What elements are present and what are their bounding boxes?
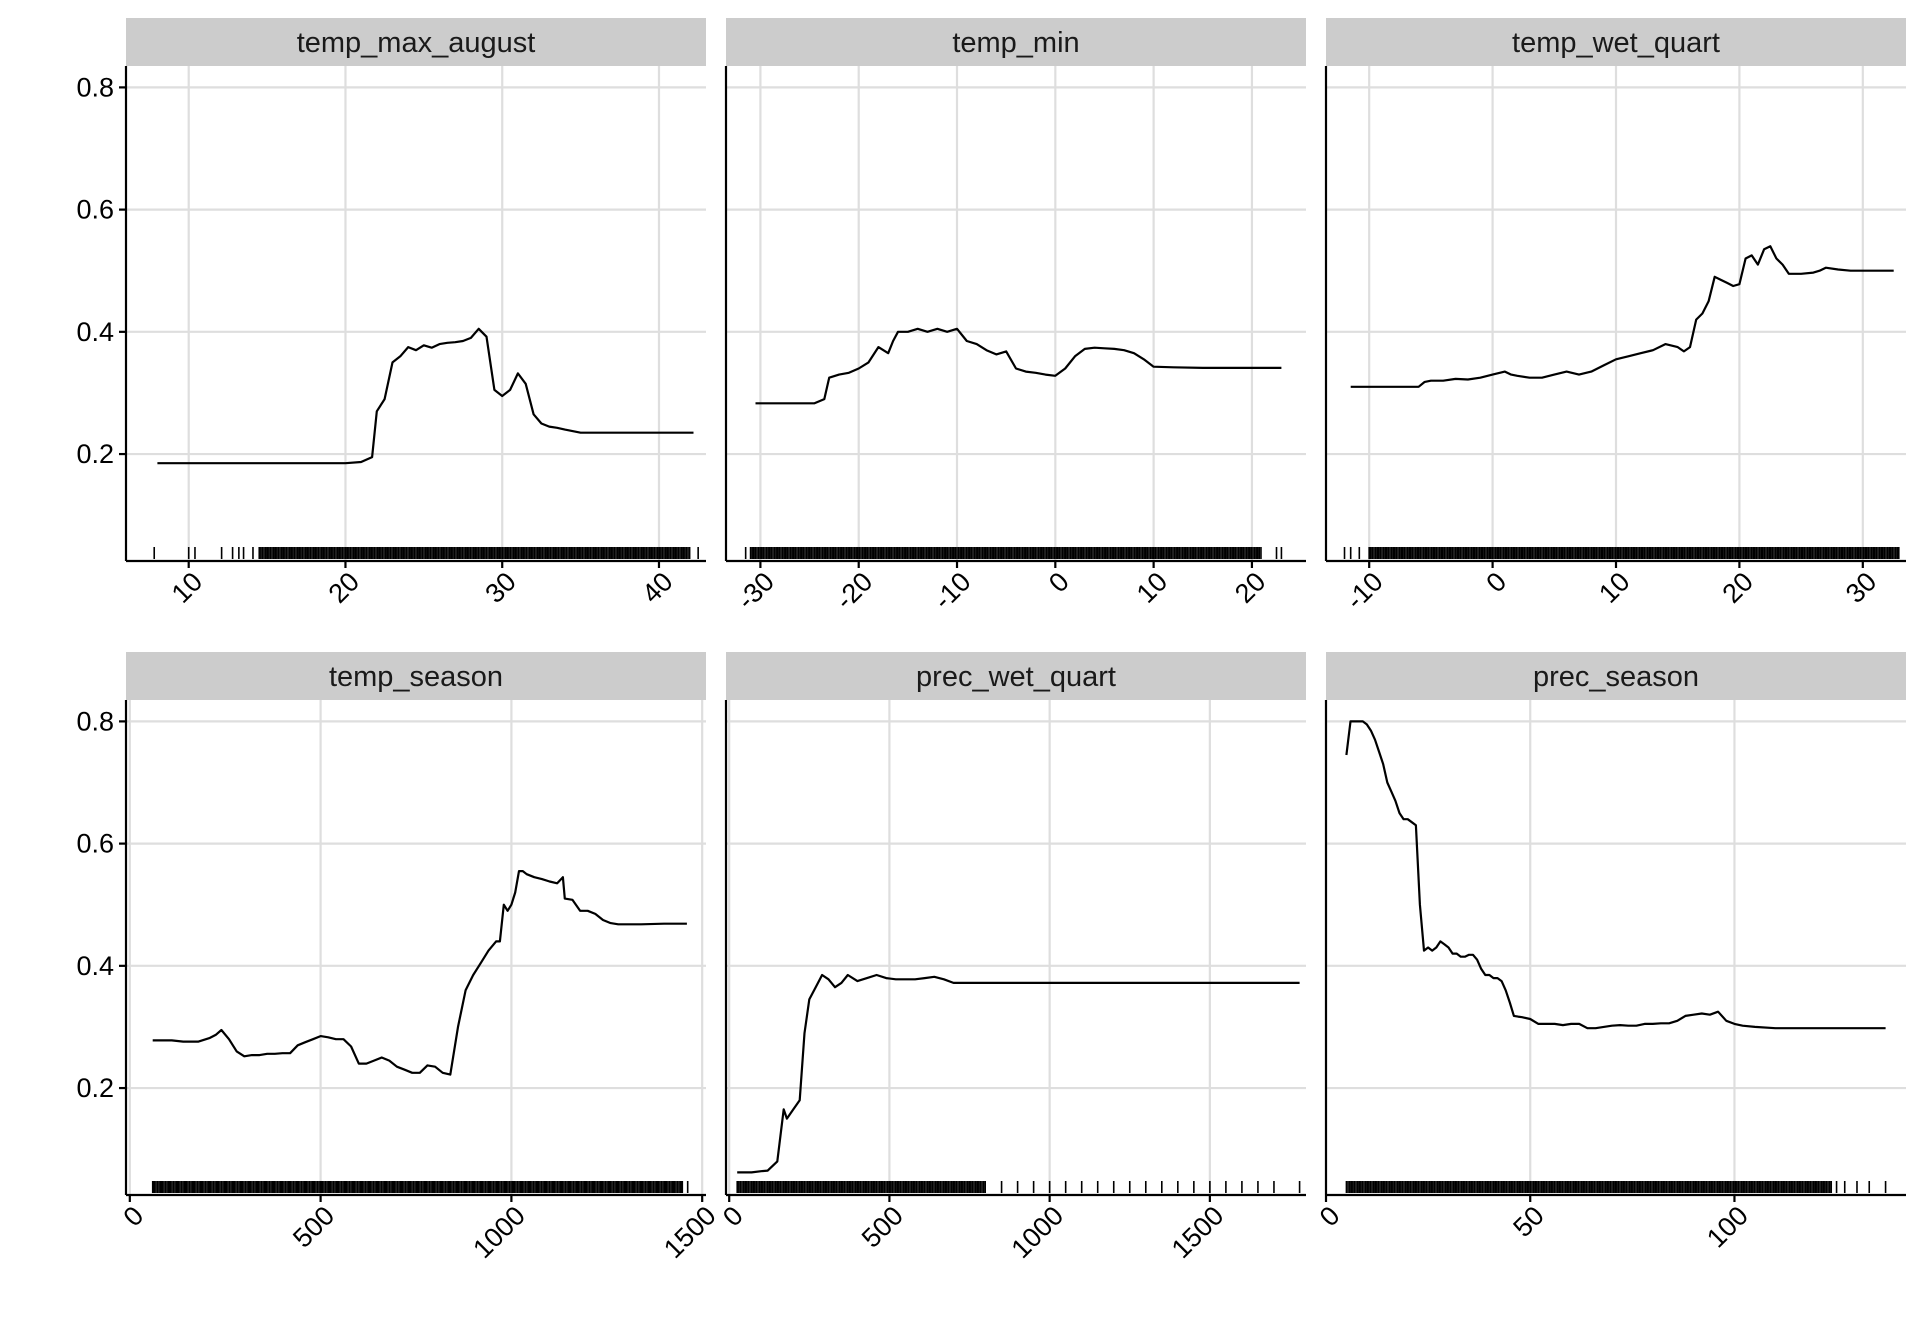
y-tick-label: 0.6 (76, 829, 114, 859)
x-tick-label: 0 (1314, 1200, 1346, 1232)
x-tick-label: 100 (1701, 1200, 1754, 1253)
partial-dependence-line (1345, 720, 1886, 1030)
x-tick-label: 40 (636, 566, 678, 608)
x-tick-label: -10 (1340, 566, 1389, 615)
y-tick-label: 0.8 (76, 72, 114, 102)
panel-temp_wet_quart: temp_wet_quart -10 0 10 20 30 (1324, 18, 1906, 615)
x-tick-label: 50 (1507, 1200, 1549, 1242)
y-tick-label: 0.6 (76, 195, 114, 225)
x-tick-label: 0 (1480, 566, 1512, 598)
panel-title: prec_wet_quart (916, 661, 1116, 693)
x-tick-label: 30 (1840, 566, 1882, 608)
x-tick-label: 30 (479, 566, 521, 608)
partial-dependence-line (152, 870, 687, 1076)
panel-title: prec_season (1533, 661, 1699, 693)
x-tick-label: 20 (1717, 566, 1759, 608)
x-tick-label: 1000 (467, 1200, 531, 1264)
panel-title: temp_min (952, 27, 1079, 59)
x-tick-label: 10 (1131, 566, 1173, 608)
panel-strip (1326, 18, 1906, 66)
x-tick-label: 1000 (1006, 1200, 1070, 1264)
panel-prec_wet_quart: prec_wet_quart 0 500 1000 1500 (717, 652, 1306, 1264)
x-tick-label: 0 (717, 1200, 749, 1232)
panel-temp_min: temp_min -30 -20 -10 0 10 20 (724, 18, 1306, 615)
partial-dependence-line (1350, 245, 1894, 388)
x-tick-label: 0 (118, 1200, 150, 1232)
x-tick-label: 0 (1043, 566, 1075, 598)
panel-title: temp_season (329, 661, 503, 693)
x-tick-label: 10 (166, 566, 208, 608)
partial-dependence-line (737, 973, 1300, 1174)
partial-dependence-line (755, 327, 1282, 405)
panel-strip (126, 652, 706, 700)
x-tick-label: -10 (928, 566, 977, 615)
partial-dependence-line (157, 327, 694, 465)
x-tick-label: 20 (1229, 566, 1271, 608)
panel-strip (126, 18, 706, 66)
y-tick-label: 0.4 (76, 951, 114, 981)
y-tick-label: 0.2 (76, 439, 114, 469)
y-tick-label: 0.4 (76, 317, 114, 347)
panel-prec_season: prec_season 0 50 100 (1314, 652, 1906, 1253)
x-tick-label: 1500 (1166, 1200, 1230, 1264)
panel-title: temp_wet_quart (1512, 27, 1720, 59)
x-tick-label: -30 (731, 566, 780, 615)
x-tick-label: 500 (287, 1200, 340, 1253)
x-tick-label: 500 (856, 1200, 909, 1253)
x-tick-label: 20 (323, 566, 365, 608)
panel-temp_max_august: temp_max_august 0.2 0.4 0.6 0.8 10 20 30 40 (76, 18, 706, 609)
y-tick-label: 0.8 (76, 706, 114, 736)
panel-temp_season: temp_season 0.2 0.4 0.6 0.8 0 500 1000 1500 (76, 652, 722, 1264)
panel-strip (726, 18, 1306, 66)
panel-title: temp_max_august (297, 27, 536, 59)
x-tick-label: -20 (830, 566, 879, 615)
x-tick-label: 10 (1593, 566, 1635, 608)
panel-strip (726, 652, 1306, 700)
x-tick-label: 1500 (658, 1200, 722, 1264)
panel-strip (1326, 652, 1906, 700)
y-tick-label: 0.2 (76, 1073, 114, 1103)
